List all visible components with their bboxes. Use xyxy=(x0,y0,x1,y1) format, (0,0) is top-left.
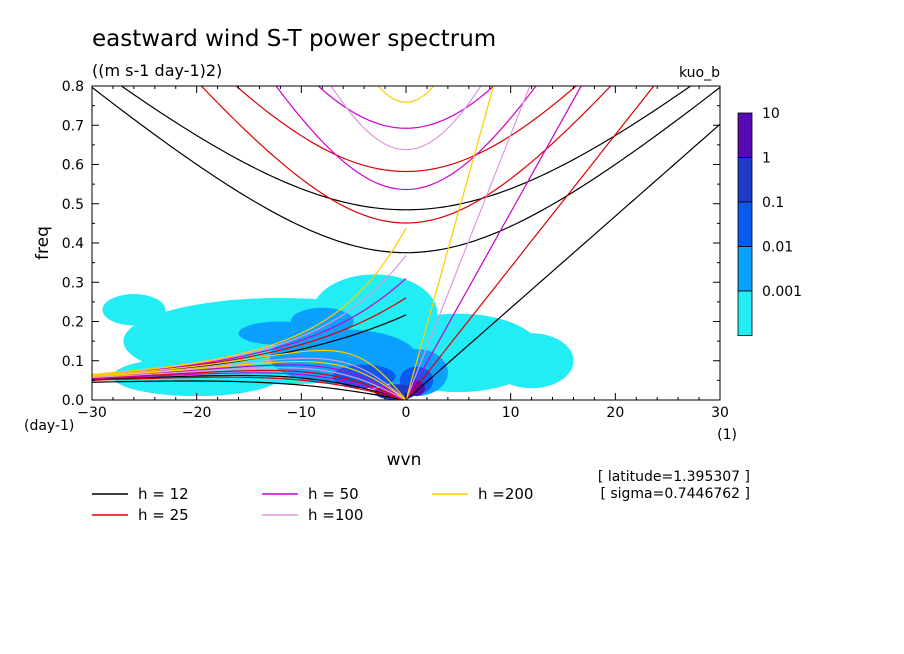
dispersion-curve-h200-4 xyxy=(92,360,407,400)
colorbar-label-2: 0.1 xyxy=(762,195,784,211)
colorbar-swatch-3 xyxy=(737,246,753,292)
spectrum-blob-5 xyxy=(102,294,166,326)
colorbar-label-0: 10 xyxy=(762,106,780,122)
x-tick-label: 0 xyxy=(402,405,411,421)
dispersion-curve-h100-4 xyxy=(92,367,407,400)
dispersion-curve-h50-1 xyxy=(275,86,537,191)
axis-ticks: −30 −20 −10 0 10 20 30 0.0 0.1 0.2 0.3 0.4 0.5 0.6 0.7… xyxy=(62,79,729,421)
dispersion-curve-h12-3 xyxy=(92,374,407,400)
dispersion-curve-h25-0 xyxy=(405,86,655,400)
colorbar-label-1: 1 xyxy=(762,151,771,167)
colorbar-swatch-1 xyxy=(737,157,753,203)
x-tick-label: 20 xyxy=(606,405,624,421)
legend-label-h100: h =100 xyxy=(308,506,363,524)
dispersion-curve-h200-3 xyxy=(92,349,407,400)
dispersion-curve-h200-1 xyxy=(377,86,435,103)
dispersion-curve-h50-2 xyxy=(317,86,495,129)
spectrum-blob-10 xyxy=(332,364,396,389)
dispersion-curve-h50-4 xyxy=(92,372,407,400)
y-tick-label: 0.0 xyxy=(62,393,84,409)
legend: h = 12 h = 25 h = 50 h =100 h =200 xyxy=(92,485,533,524)
x-tick-label: −20 xyxy=(182,405,212,421)
dispersion-curve-h200-2 xyxy=(92,0,720,16)
colorbar-label-4: 0.001 xyxy=(762,284,802,300)
dispersion-curve-h50-0 xyxy=(405,86,582,400)
x-tick-label: −10 xyxy=(287,405,317,421)
y-tick-label: 0.5 xyxy=(62,197,84,213)
x-tick-label: 30 xyxy=(711,405,729,421)
dispersion-curve-h12-4 xyxy=(92,380,407,400)
y-tick-label: 0.7 xyxy=(62,118,84,134)
dispersion-curve-h25-2 xyxy=(235,86,577,173)
y-tick-label: 0.8 xyxy=(62,79,84,95)
dispersion-curve-h25-4 xyxy=(92,376,407,400)
dispersion-curve-h100-0 xyxy=(405,86,531,400)
y-tick-label: 0.4 xyxy=(62,236,84,252)
legend-label-h25: h = 25 xyxy=(138,506,189,524)
dispersion-curves xyxy=(92,0,720,400)
case-label: kuo_b xyxy=(679,65,720,81)
chart-subtitle: ((m s-1 day-1)2) xyxy=(92,61,222,80)
legend-label-h50: h = 50 xyxy=(308,485,359,503)
legend-label-h12: h = 12 xyxy=(138,485,189,503)
x-unit-label: (1) xyxy=(717,427,737,443)
colorbar-swatch-2 xyxy=(737,201,753,247)
chart-title: eastward wind S-T power spectrum xyxy=(92,26,496,52)
x-axis-label: wvn xyxy=(387,450,422,470)
x-tick-label: 10 xyxy=(502,405,520,421)
colorbar-swatch-4 xyxy=(737,290,753,336)
spectrum-blob-4 xyxy=(489,333,574,389)
dispersion-curve-h200-0 xyxy=(405,86,495,400)
legend-label-h200: h =200 xyxy=(478,485,533,503)
dispersion-curve-h25-1 xyxy=(200,86,612,224)
colorbar-label-3: 0.01 xyxy=(762,240,793,256)
y-tick-label: 0.1 xyxy=(62,354,84,370)
sigma-info: [ sigma=0.7446762 ] xyxy=(600,486,750,502)
dispersion-curve-h200-5 xyxy=(92,227,407,375)
x-tick-label: −30 xyxy=(77,405,107,421)
y-axis-label: freq xyxy=(33,226,53,260)
latitude-info: [ latitude=1.395307 ] xyxy=(598,469,750,485)
dispersion-curve-h12-0 xyxy=(405,123,720,400)
colorbar: 10 1 0.1 0.01 0.001 xyxy=(737,106,802,336)
dispersion-curve-h100-1 xyxy=(330,86,482,151)
dispersion-curve-h50-3 xyxy=(92,364,407,400)
y-unit-label: (day-1) xyxy=(24,418,74,434)
y-tick-label: 0.2 xyxy=(62,315,84,331)
y-tick-label: 0.3 xyxy=(62,275,84,291)
dispersion-curve-h12-1 xyxy=(92,86,720,254)
y-tick-label: 0.6 xyxy=(62,158,84,174)
dispersion-curve-h25-3 xyxy=(92,369,407,400)
colorbar-swatch-0 xyxy=(737,112,753,158)
